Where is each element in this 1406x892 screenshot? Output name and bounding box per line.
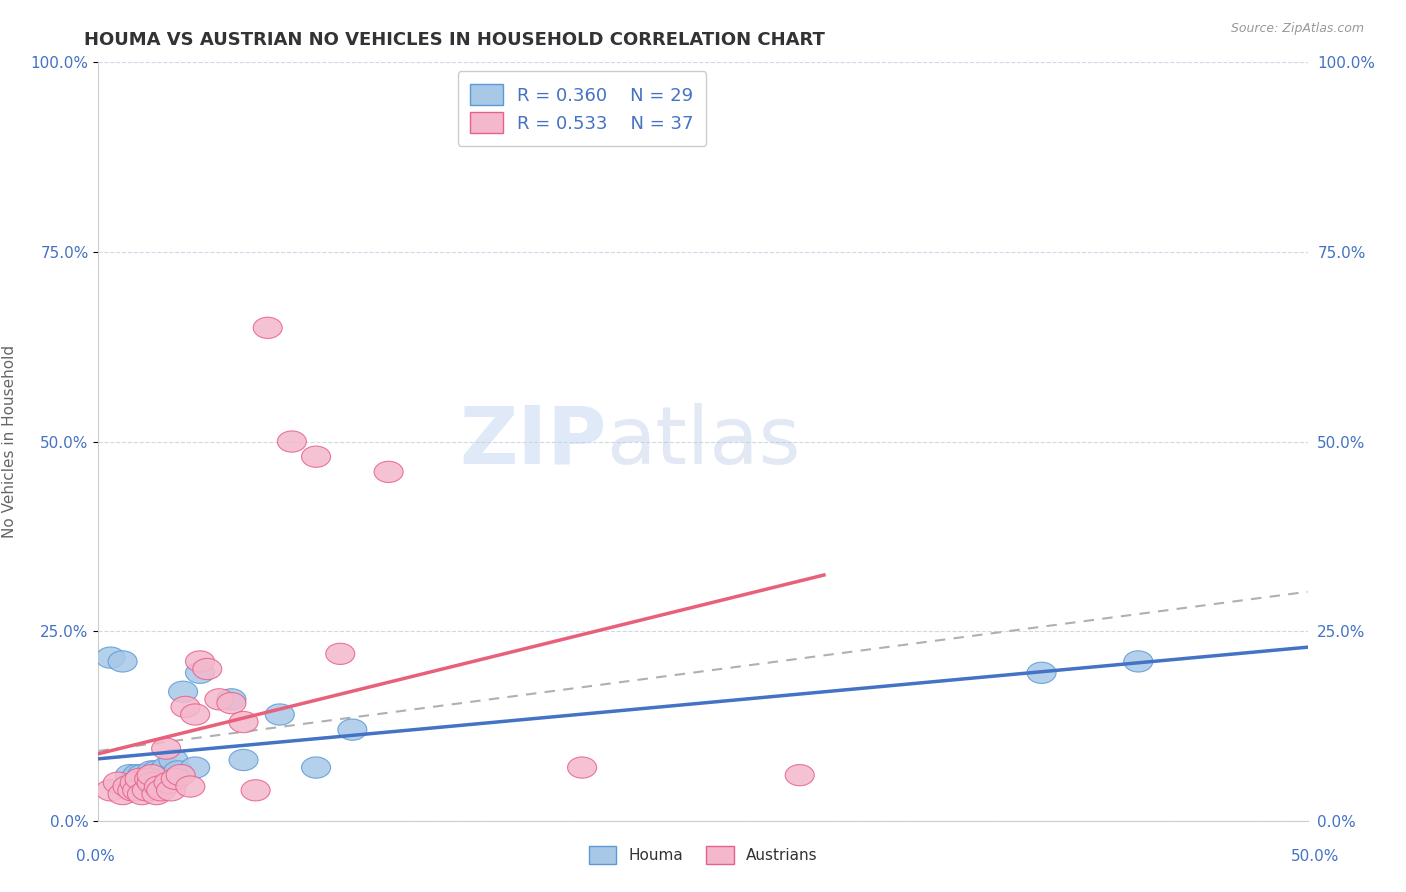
Ellipse shape bbox=[240, 780, 270, 801]
Ellipse shape bbox=[132, 768, 162, 789]
Ellipse shape bbox=[149, 761, 179, 782]
Ellipse shape bbox=[146, 780, 176, 801]
Ellipse shape bbox=[568, 757, 596, 778]
Ellipse shape bbox=[180, 704, 209, 725]
Ellipse shape bbox=[128, 783, 156, 805]
Ellipse shape bbox=[145, 768, 173, 789]
Ellipse shape bbox=[1123, 651, 1153, 672]
Ellipse shape bbox=[108, 651, 138, 672]
Ellipse shape bbox=[103, 772, 132, 793]
Ellipse shape bbox=[785, 764, 814, 786]
Ellipse shape bbox=[277, 431, 307, 452]
Text: 50.0%: 50.0% bbox=[1291, 849, 1339, 863]
Ellipse shape bbox=[180, 757, 209, 778]
Ellipse shape bbox=[186, 651, 215, 672]
Ellipse shape bbox=[96, 647, 125, 668]
Ellipse shape bbox=[266, 704, 294, 725]
Ellipse shape bbox=[138, 764, 166, 786]
Ellipse shape bbox=[149, 764, 179, 786]
Ellipse shape bbox=[125, 768, 155, 789]
Ellipse shape bbox=[193, 658, 222, 680]
Ellipse shape bbox=[1026, 662, 1056, 683]
Ellipse shape bbox=[229, 749, 259, 771]
Ellipse shape bbox=[132, 780, 162, 801]
Ellipse shape bbox=[152, 738, 180, 759]
Ellipse shape bbox=[301, 757, 330, 778]
Ellipse shape bbox=[128, 764, 156, 786]
Ellipse shape bbox=[217, 689, 246, 710]
Text: 0.0%: 0.0% bbox=[76, 849, 115, 863]
Y-axis label: No Vehicles in Household: No Vehicles in Household bbox=[1, 345, 17, 538]
Ellipse shape bbox=[108, 783, 138, 805]
Ellipse shape bbox=[155, 772, 183, 793]
Ellipse shape bbox=[118, 780, 146, 801]
Ellipse shape bbox=[142, 783, 172, 805]
Ellipse shape bbox=[301, 446, 330, 467]
Ellipse shape bbox=[138, 761, 166, 782]
Ellipse shape bbox=[169, 681, 198, 702]
Ellipse shape bbox=[374, 461, 404, 483]
Ellipse shape bbox=[229, 712, 259, 732]
Ellipse shape bbox=[163, 761, 193, 782]
Ellipse shape bbox=[156, 764, 186, 786]
Text: Source: ZipAtlas.com: Source: ZipAtlas.com bbox=[1230, 22, 1364, 36]
Ellipse shape bbox=[217, 692, 246, 714]
Ellipse shape bbox=[146, 768, 176, 789]
Ellipse shape bbox=[172, 697, 200, 717]
Text: HOUMA VS AUSTRIAN NO VEHICLES IN HOUSEHOLD CORRELATION CHART: HOUMA VS AUSTRIAN NO VEHICLES IN HOUSEHO… bbox=[84, 31, 825, 49]
Ellipse shape bbox=[122, 764, 152, 786]
Ellipse shape bbox=[112, 776, 142, 797]
Ellipse shape bbox=[145, 776, 173, 797]
Ellipse shape bbox=[138, 772, 166, 793]
Ellipse shape bbox=[128, 772, 156, 793]
Ellipse shape bbox=[205, 689, 233, 710]
Ellipse shape bbox=[337, 719, 367, 740]
Ellipse shape bbox=[152, 757, 180, 778]
Text: atlas: atlas bbox=[606, 402, 800, 481]
Ellipse shape bbox=[326, 643, 354, 665]
Ellipse shape bbox=[122, 780, 152, 801]
Ellipse shape bbox=[176, 776, 205, 797]
Ellipse shape bbox=[115, 764, 145, 786]
Ellipse shape bbox=[253, 318, 283, 338]
Ellipse shape bbox=[186, 662, 215, 683]
Ellipse shape bbox=[120, 772, 149, 793]
Ellipse shape bbox=[138, 764, 166, 786]
Ellipse shape bbox=[162, 768, 190, 789]
Text: ZIP: ZIP bbox=[458, 402, 606, 481]
Ellipse shape bbox=[156, 780, 186, 801]
Ellipse shape bbox=[135, 768, 163, 789]
Ellipse shape bbox=[159, 749, 188, 771]
Ellipse shape bbox=[166, 764, 195, 786]
Legend: Houma, Austrians: Houma, Austrians bbox=[582, 840, 824, 870]
Ellipse shape bbox=[142, 761, 172, 782]
Ellipse shape bbox=[120, 768, 149, 789]
Ellipse shape bbox=[96, 780, 125, 801]
